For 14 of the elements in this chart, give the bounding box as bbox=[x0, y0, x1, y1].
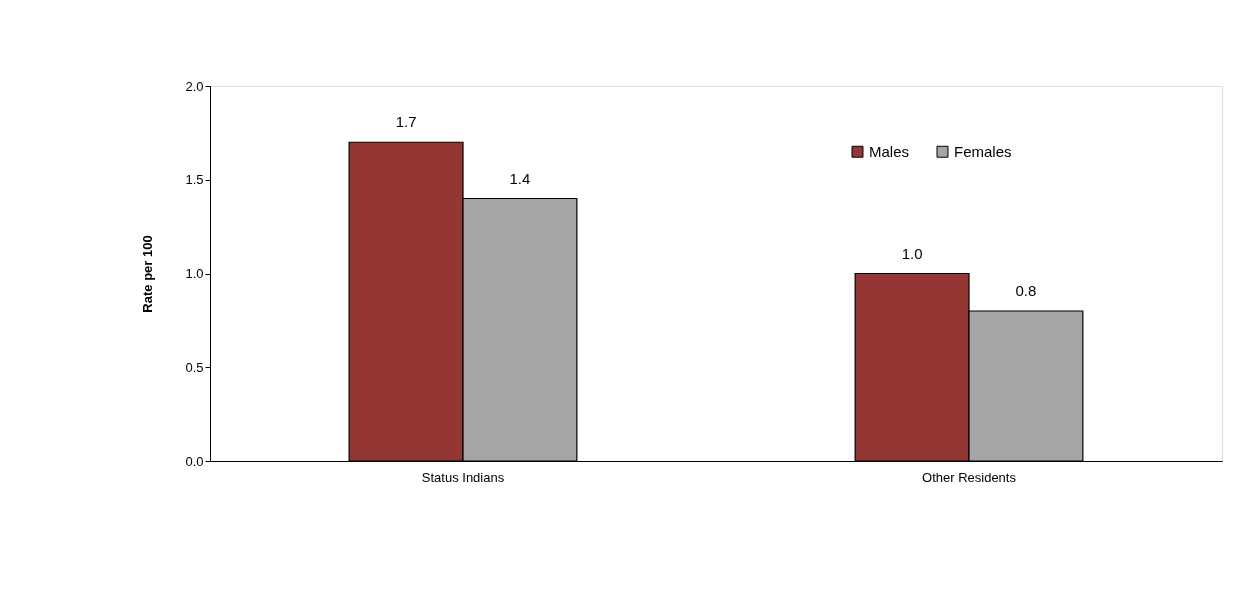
data-label: 1.4 bbox=[509, 169, 531, 187]
legend-label: Males bbox=[869, 142, 910, 160]
data-label: 1.0 bbox=[901, 244, 923, 262]
y-tick-label: 2.0 bbox=[185, 78, 204, 94]
y-tick-label: 0.5 bbox=[185, 359, 204, 375]
x-tick-label: Status Indians bbox=[421, 469, 505, 485]
y-tick-label: 0.0 bbox=[185, 453, 204, 469]
y-axis-title: Rate per 100 bbox=[140, 235, 156, 313]
x-tick-label: Other Residents bbox=[922, 469, 1017, 485]
legend-label: Females bbox=[954, 142, 1012, 160]
y-tick-label: 1.0 bbox=[185, 266, 204, 281]
data-label: 1.7 bbox=[395, 113, 417, 131]
data-label: 0.8 bbox=[1015, 282, 1037, 299]
y-tick-label: 1.5 bbox=[185, 172, 204, 188]
